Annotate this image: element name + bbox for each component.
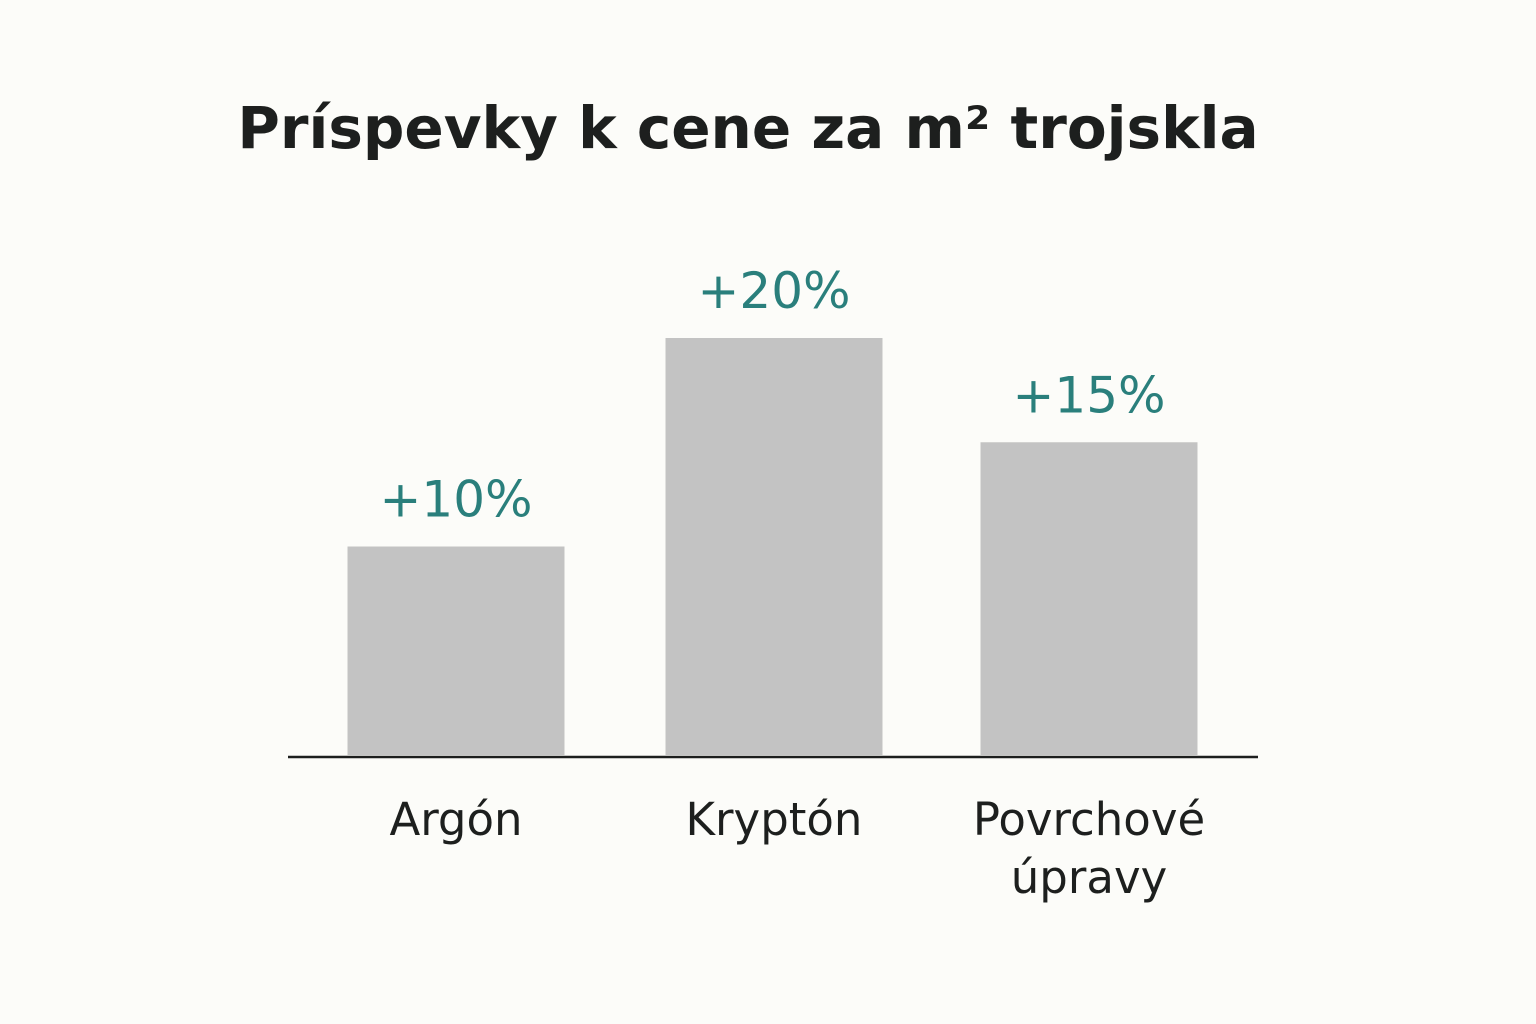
value-label-1: +10% bbox=[379, 471, 532, 529]
category-label-2: Kryptón bbox=[686, 793, 863, 846]
bar-2 bbox=[665, 338, 883, 755]
category-label-3-line-1: Povrchové bbox=[973, 793, 1205, 846]
category-label-1: Argón bbox=[389, 793, 522, 846]
bars-group bbox=[347, 338, 1198, 755]
value-labels-group: +10% +20% +15% bbox=[379, 262, 1165, 529]
bar-3 bbox=[980, 442, 1198, 755]
category-label-3-line-2: úpravy bbox=[1011, 851, 1167, 904]
chart-title: Príspevky k cene za m² trojskla bbox=[237, 94, 1258, 162]
bar-1 bbox=[347, 546, 565, 755]
value-label-3: +15% bbox=[1012, 366, 1165, 424]
value-label-2: +20% bbox=[697, 262, 850, 320]
